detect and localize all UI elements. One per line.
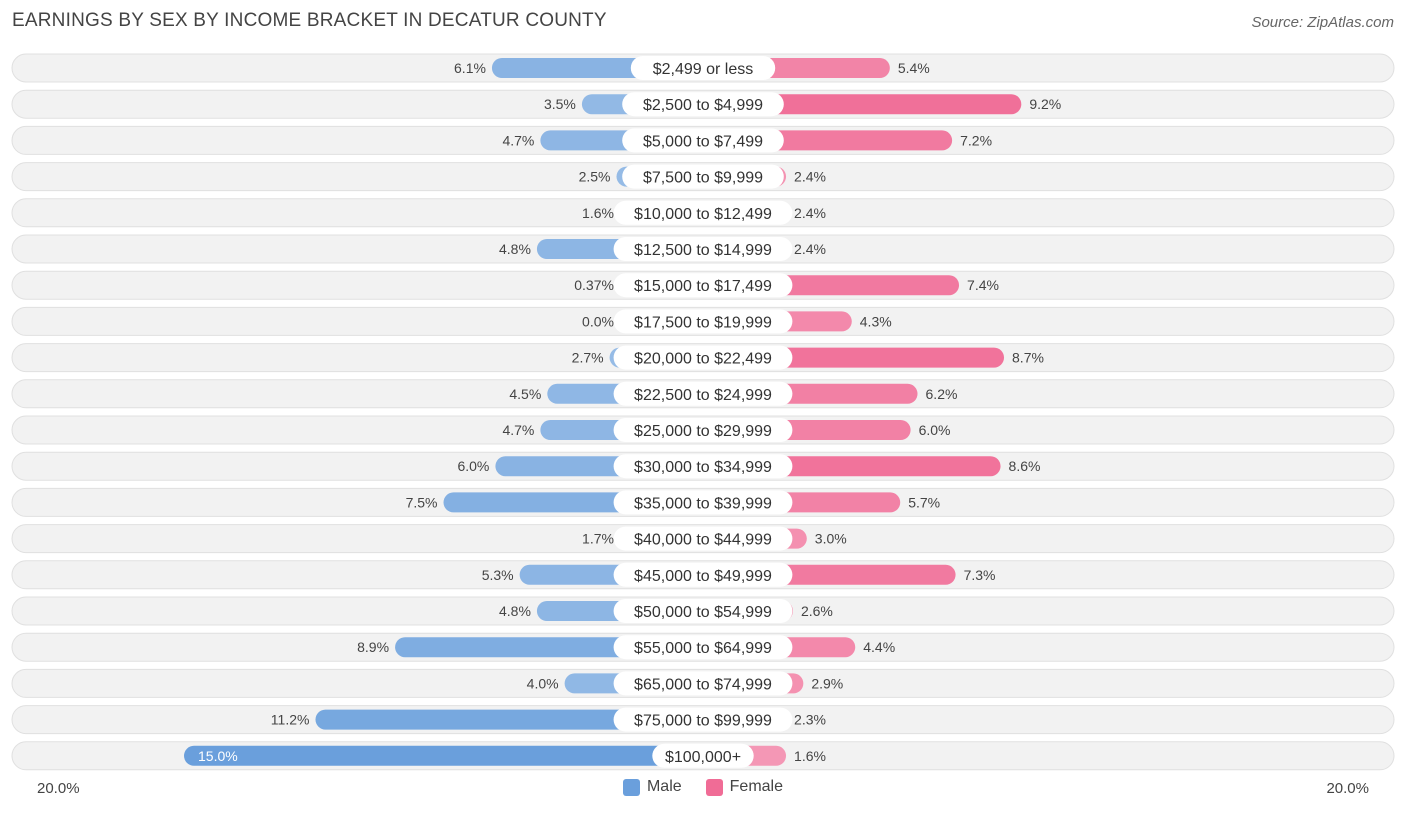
category-label: $45,000 to $49,999 [634, 568, 772, 585]
category-label: $17,500 to $19,999 [634, 314, 772, 331]
value-label-female: 3.0% [815, 531, 847, 547]
category-label: $2,500 to $4,999 [643, 97, 763, 114]
value-label-male: 2.5% [579, 169, 611, 185]
category-label: $10,000 to $12,499 [634, 206, 772, 223]
value-label-male: 5.3% [482, 567, 514, 583]
value-label-male: 4.8% [499, 241, 531, 257]
value-label-male: 11.2% [271, 712, 310, 728]
value-label-female: 2.4% [794, 241, 826, 257]
value-label-female: 2.3% [794, 712, 826, 728]
category-label: $15,000 to $17,499 [634, 278, 772, 295]
value-label-female: 8.7% [1012, 350, 1044, 366]
value-label-female: 6.0% [919, 422, 951, 438]
legend-label-female: Female [730, 778, 783, 796]
category-label: $2,499 or less [653, 61, 754, 78]
category-label: $30,000 to $34,999 [634, 459, 772, 476]
value-label-male: 7.5% [406, 494, 438, 510]
category-label: $55,000 to $64,999 [634, 640, 772, 657]
value-label-female: 2.9% [811, 675, 843, 691]
legend: Male Female [0, 778, 1406, 796]
category-label: $35,000 to $39,999 [634, 495, 772, 512]
value-label-female: 5.7% [908, 494, 940, 510]
value-label-female: 7.2% [960, 132, 992, 148]
value-label-male: 3.5% [544, 96, 576, 112]
value-label-female: 7.3% [964, 567, 996, 583]
value-label-female: 8.6% [1009, 458, 1041, 474]
category-label: $12,500 to $14,999 [634, 242, 772, 259]
value-label-male: 4.7% [502, 132, 534, 148]
value-label-male: 15.0% [198, 748, 238, 764]
value-label-male: 4.0% [527, 675, 559, 691]
value-label-female: 2.4% [794, 205, 826, 221]
bar-chart: 6.1% 5.4% $2,499 or less 3.5% 9.2% $2,500 to … [0, 0, 1406, 813]
value-label-male: 0.37% [574, 277, 614, 293]
legend-swatch-male [623, 779, 640, 796]
category-label: $7,500 to $9,999 [643, 170, 763, 187]
value-label-male: 1.7% [582, 531, 614, 547]
category-label: $75,000 to $99,999 [634, 713, 772, 730]
category-label: $25,000 to $29,999 [634, 423, 772, 440]
value-label-male: 1.6% [582, 205, 614, 221]
value-label-female: 4.3% [860, 313, 892, 329]
value-label-male: 8.9% [357, 639, 389, 655]
legend-swatch-female [706, 779, 723, 796]
value-label-male: 4.7% [502, 422, 534, 438]
category-label: $100,000+ [665, 749, 741, 766]
bar-male [184, 746, 703, 766]
value-label-female: 6.2% [926, 386, 958, 402]
category-label: $50,000 to $54,999 [634, 604, 772, 621]
category-label: $40,000 to $44,999 [634, 532, 772, 549]
category-label: $5,000 to $7,499 [643, 133, 763, 150]
category-label: $22,500 to $24,999 [634, 387, 772, 404]
category-label: $20,000 to $22,499 [634, 351, 772, 368]
value-label-male: 2.7% [572, 350, 604, 366]
value-label-male: 0.0% [582, 313, 614, 329]
value-label-female: 7.4% [967, 277, 999, 293]
value-label-female: 5.4% [898, 60, 930, 76]
value-label-male: 6.1% [454, 60, 486, 76]
value-label-male: 4.5% [509, 386, 541, 402]
category-label: $65,000 to $74,999 [634, 676, 772, 693]
legend-item-male: Male [623, 778, 682, 796]
value-label-female: 2.6% [801, 603, 833, 619]
value-label-male: 4.8% [499, 603, 531, 619]
value-label-female: 9.2% [1029, 96, 1061, 112]
value-label-female: 2.4% [794, 169, 826, 185]
value-label-male: 6.0% [457, 458, 489, 474]
value-label-female: 1.6% [794, 748, 826, 764]
legend-label-male: Male [647, 778, 682, 796]
legend-item-female: Female [706, 778, 783, 796]
value-label-female: 4.4% [863, 639, 895, 655]
